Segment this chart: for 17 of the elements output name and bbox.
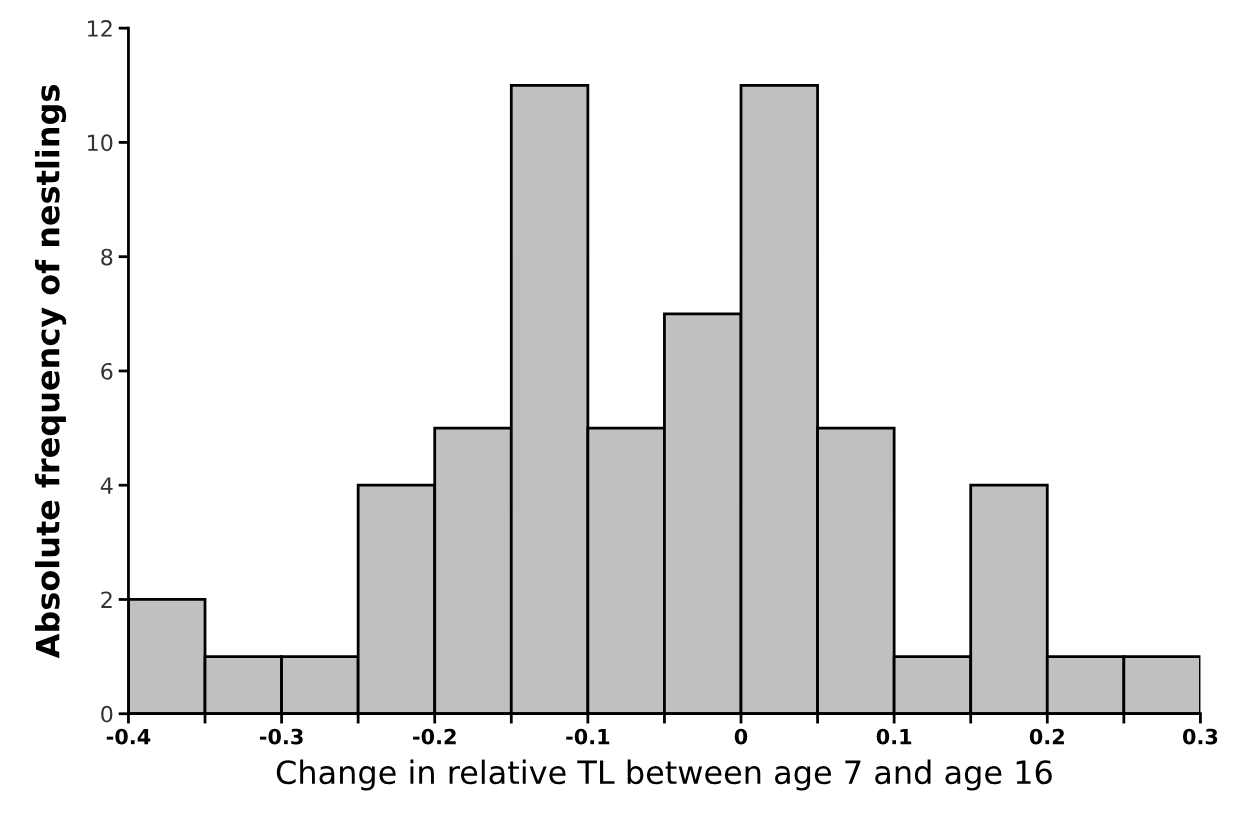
y-tick-label: 4 xyxy=(100,477,113,494)
y-axis-title: Absolute frequency of nestlings xyxy=(34,85,67,659)
y-tick-label: 0 xyxy=(101,705,113,723)
x-tick-label: -0.1 xyxy=(566,728,610,745)
y-tick-label: 12 xyxy=(88,20,112,37)
x-tick-label: 0.1 xyxy=(876,728,912,745)
x-tick-label: 0.3 xyxy=(1182,728,1218,745)
x-tick-label: -0.3 xyxy=(259,728,303,745)
y-tick-label: 2 xyxy=(101,591,112,608)
y-tick-label: 8 xyxy=(101,248,113,266)
x-tick-label: 0.2 xyxy=(1029,728,1064,745)
x-axis-title: Change in relative TL between age 7 and age 16 xyxy=(276,759,1052,791)
x-tick-label: 0 xyxy=(734,728,748,745)
y-tick-label: 10 xyxy=(88,134,113,152)
y-tick-label: 6 xyxy=(101,362,113,380)
x-tick-label: -0.2 xyxy=(413,728,456,745)
x-tick-label: -0.4 xyxy=(106,728,151,745)
